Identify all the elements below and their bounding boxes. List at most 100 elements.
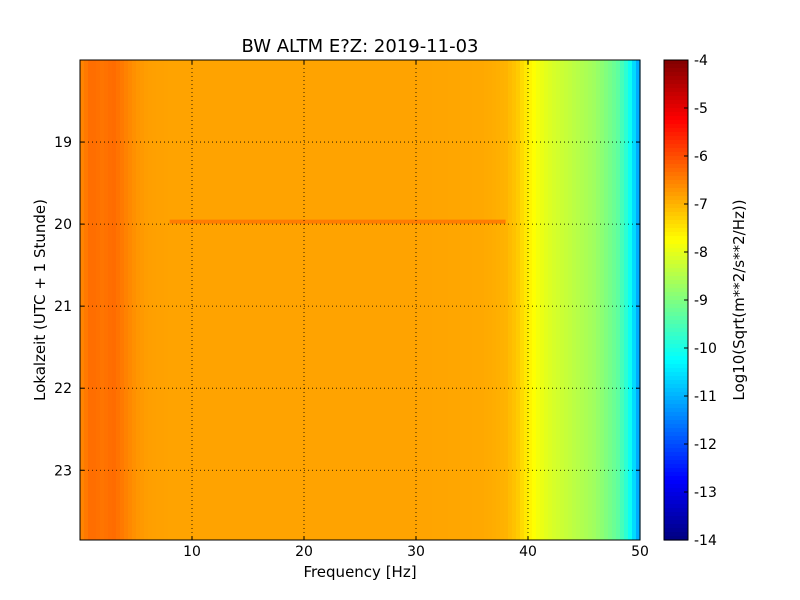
spectrogram-column [332, 60, 337, 540]
colorbar-segment [664, 456, 688, 461]
colorbar-segment [664, 288, 688, 293]
spectrogram-column [316, 60, 321, 540]
spectrogram-column [628, 60, 633, 540]
spectrogram-column [360, 60, 365, 540]
colorbar-segment [664, 172, 688, 177]
spectrogram-column [516, 60, 521, 540]
colorbar-segment [664, 332, 688, 337]
colorbar-segment [664, 412, 688, 417]
spectrogram-column [88, 60, 93, 540]
spectrogram-column [496, 60, 501, 540]
spectrogram-column [396, 60, 401, 540]
colorbar-segment [664, 512, 688, 517]
spectrogram-column [588, 60, 593, 540]
y-tick-label: 19 [54, 135, 72, 151]
spectrogram-column [476, 60, 481, 540]
colorbar-segment [664, 144, 688, 149]
spectrogram-column [408, 60, 413, 540]
spectrogram-column [84, 60, 89, 540]
spectrogram-column [564, 60, 569, 540]
colorbar-segment [664, 76, 688, 81]
spectrogram-column [348, 60, 353, 540]
colorbar-segment [664, 268, 688, 273]
colorbar-segment [664, 392, 688, 397]
colorbar-tick-label: -14 [694, 533, 717, 549]
spectrogram-column [540, 60, 545, 540]
spectrogram-column [552, 60, 557, 540]
colorbar-tick-label: -9 [694, 293, 708, 309]
spectrogram-column [272, 60, 277, 540]
spectrogram-column [224, 60, 229, 540]
spectrogram-column [504, 60, 509, 540]
spectrogram-column [404, 60, 409, 540]
spectrogram-column [528, 60, 533, 540]
spectrogram-column [124, 60, 129, 540]
colorbar-tick-label: -11 [694, 389, 717, 405]
spectrogram-column [164, 60, 169, 540]
colorbar-segment [664, 184, 688, 189]
spectrogram-column [160, 60, 165, 540]
colorbar-segment [664, 84, 688, 89]
colorbar-segment [664, 380, 688, 385]
colorbar-segment [664, 304, 688, 309]
spectrogram-column [188, 60, 193, 540]
colorbar-segment [664, 520, 688, 525]
colorbar-segment [664, 436, 688, 441]
spectrogram-column [184, 60, 189, 540]
colorbar-segment [664, 464, 688, 469]
colorbar-segment [664, 232, 688, 237]
spectrogram-column [412, 60, 417, 540]
spectrogram-column [256, 60, 261, 540]
spectrogram-column [328, 60, 333, 540]
spectrogram-column [608, 60, 613, 540]
colorbar-segment [664, 204, 688, 209]
spectrogram-column [260, 60, 265, 540]
spectrogram-column [416, 60, 421, 540]
x-tick-label: 30 [407, 544, 425, 560]
colorbar-segment [664, 508, 688, 513]
spectrogram-column [276, 60, 281, 540]
spectrogram-column [112, 60, 117, 540]
spectrogram-column [344, 60, 349, 540]
spectrogram-column [428, 60, 433, 540]
colorbar-segment [664, 140, 688, 145]
spectrogram-column [456, 60, 461, 540]
spectrogram-column [100, 60, 105, 540]
colorbar-segment [664, 528, 688, 533]
spectrogram-column [264, 60, 269, 540]
spectrogram-column [616, 60, 621, 540]
spectrogram-column [280, 60, 285, 540]
spectrogram-column [620, 60, 625, 540]
colorbar-segment [664, 396, 688, 401]
spectrogram-column [104, 60, 109, 540]
spectrogram-column [292, 60, 297, 540]
colorbar-segment [664, 384, 688, 389]
colorbar-segment [664, 68, 688, 73]
colorbar-segment [664, 96, 688, 101]
colorbar-segment [664, 444, 688, 449]
colorbar-tick-label: -5 [694, 101, 708, 117]
spectrogram-column [212, 60, 217, 540]
colorbar-segment [664, 472, 688, 477]
spectrogram-column [576, 60, 581, 540]
spectrogram-column [220, 60, 225, 540]
colorbar-tick-label: -6 [694, 149, 708, 165]
colorbar-segment [664, 496, 688, 501]
spectrogram-column [444, 60, 449, 540]
spectrogram-column [460, 60, 465, 540]
colorbar-segment [664, 280, 688, 285]
y-tick-label: 20 [54, 217, 72, 233]
spectrogram-column [312, 60, 317, 540]
spectrogram-column [544, 60, 549, 540]
spectrogram-column [560, 60, 565, 540]
y-tick-label: 23 [54, 463, 72, 479]
colorbar-segment [664, 228, 688, 233]
colorbar-segment [664, 64, 688, 69]
spectrogram-column [612, 60, 617, 540]
y-axis-label: Lokalzeit (UTC + 1 Stunde) [31, 199, 49, 401]
colorbar-segment [664, 236, 688, 241]
spectrogram-column [424, 60, 429, 540]
spectrogram-column [320, 60, 325, 540]
colorbar-segment [664, 196, 688, 201]
